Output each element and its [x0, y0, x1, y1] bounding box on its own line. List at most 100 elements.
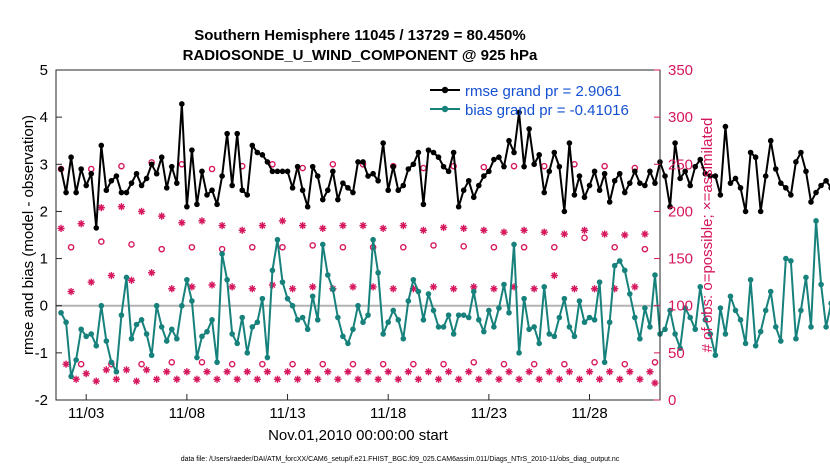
rmse-point [214, 201, 220, 208]
bias-point [581, 319, 588, 326]
obs-assimilated-marker [339, 221, 347, 230]
rmse-point [455, 203, 462, 210]
obs-possible-marker [440, 360, 447, 368]
obs-assimilated-marker [500, 228, 508, 236]
obs-assimilated-marker [102, 366, 110, 374]
obs-possible-marker [520, 243, 528, 251]
obs-possible-marker [289, 360, 296, 368]
x-tick-label: 11/28 [571, 405, 607, 422]
x-tick-label: 11/03 [68, 405, 104, 422]
rmse-point [712, 173, 719, 179]
obs-possible-marker [98, 238, 105, 245]
rmse-point [289, 185, 296, 191]
obs-possible-marker [379, 360, 387, 368]
bias-point [435, 324, 442, 330]
bias-point [370, 236, 376, 243]
bias-point [234, 340, 240, 347]
rmse-point [747, 149, 754, 156]
rmse-point [184, 203, 190, 210]
obs-assimilated-marker [570, 285, 579, 293]
bias-point [410, 276, 417, 283]
bias-point [551, 333, 558, 340]
bias-point [264, 354, 271, 361]
obs-assimilated-marker [364, 368, 372, 376]
rmse-point [742, 208, 749, 215]
bias-point [450, 331, 457, 337]
bias-point [476, 317, 482, 323]
bias-point [405, 298, 412, 304]
rmse-point [707, 173, 714, 179]
bias-point [788, 258, 794, 264]
obs-assimilated-marker [97, 204, 105, 212]
obs-assimilated-marker [288, 285, 297, 293]
obs-assimilated-marker [324, 368, 332, 376]
obs-assimilated-marker [82, 370, 90, 378]
obs-possible-marker [279, 243, 286, 251]
rmse-point [601, 170, 608, 177]
obs-assimilated-marker [112, 375, 120, 383]
obs-assimilated-marker [590, 285, 599, 293]
obs-possible-marker [460, 243, 468, 250]
obs-possible-marker [450, 162, 457, 170]
bias-point [395, 317, 402, 323]
bias-point [596, 279, 603, 285]
rmse-point [219, 173, 225, 179]
bias-point [732, 307, 739, 314]
right-tick-label: 50 [668, 345, 685, 362]
bias-point [531, 324, 537, 330]
bias-point [647, 324, 653, 330]
rmse-point [526, 126, 532, 132]
bias-point [627, 291, 633, 297]
rmse-point [133, 170, 140, 177]
bias-point [360, 319, 366, 326]
obs-possible-marker [581, 234, 588, 242]
bias-point [355, 302, 361, 309]
bias-point [345, 340, 351, 347]
bias-point [707, 331, 714, 337]
right-tick-label: 0 [668, 392, 676, 409]
y-axis-label-right: # of obs: o=possible; ×=assimilated [699, 118, 716, 353]
rmse-point [541, 189, 548, 196]
rmse-point [234, 130, 240, 137]
rmse-point [531, 161, 537, 168]
x-axis: 11/03 11/08 11/13 11/18 11/23 11/28 [68, 394, 608, 422]
rmse-point [350, 189, 356, 196]
rmse-point [194, 201, 200, 208]
rmse-point [73, 189, 79, 196]
obs-assimilated-marker [107, 271, 115, 280]
obs-possible-marker [591, 358, 598, 366]
rmse-point [108, 177, 115, 184]
obs-possible-marker [118, 162, 125, 170]
obs-possible-marker [561, 360, 568, 368]
rmse-point [632, 168, 638, 175]
obs-assimilated-marker [163, 368, 171, 376]
x-tick-label: 11/13 [269, 405, 305, 422]
rmse-point [496, 154, 502, 161]
rmse-point [435, 154, 442, 161]
bias-point [767, 288, 774, 295]
rmse-point [476, 182, 482, 189]
obs-assimilated-marker [283, 368, 292, 376]
obs-assimilated-marker [384, 368, 392, 376]
bias-point [199, 333, 205, 340]
obs-assimilated-marker [314, 375, 322, 383]
left-tick-label: -2 [35, 392, 48, 409]
obs-assimilated-marker [374, 375, 382, 383]
rmse-point [687, 182, 693, 189]
rmse-point [576, 173, 583, 179]
rmse-point [118, 189, 125, 196]
rmse-point [335, 196, 341, 203]
obs-assimilated-marker [636, 375, 644, 383]
bias-point [103, 338, 110, 344]
rmse-point [113, 173, 120, 179]
bias-point [83, 333, 89, 340]
obs-possible-marker [248, 243, 256, 251]
obs-assimilated-marker [580, 226, 589, 234]
obs-assimilated-marker [439, 223, 448, 232]
obs-possible-marker [641, 245, 649, 253]
obs-assimilated-marker [550, 271, 558, 280]
bias-point [606, 319, 613, 326]
obs-assimilated-marker [132, 377, 141, 385]
obs-possible-marker [158, 245, 165, 253]
rmse-point [168, 163, 175, 170]
